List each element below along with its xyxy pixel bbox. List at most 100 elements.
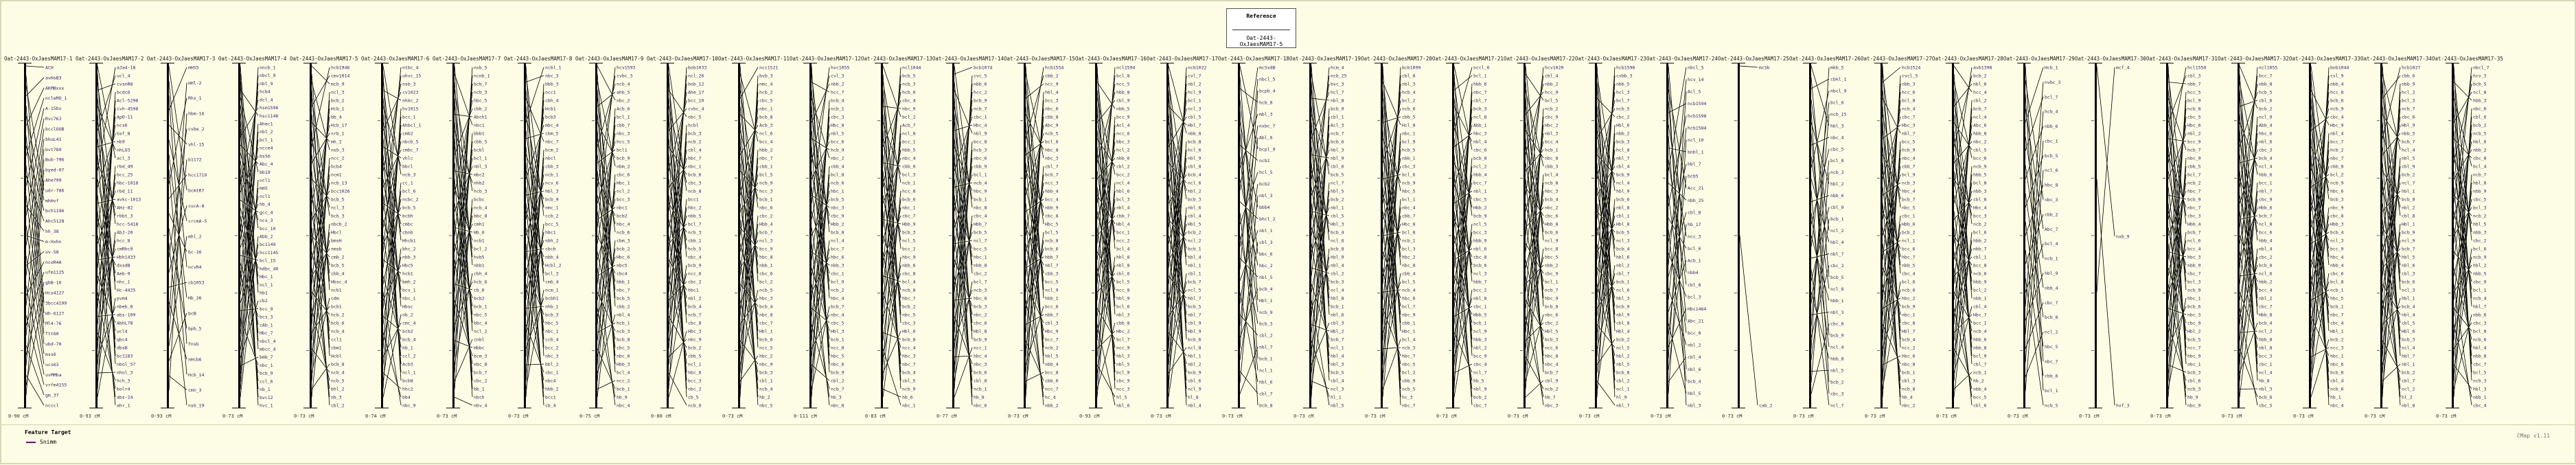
marker-label: mHl-2 xyxy=(188,80,202,86)
marker-label: bb19 xyxy=(260,170,271,175)
marker-label: bcl_9 xyxy=(2187,98,2201,104)
marker-label: hsc1148 xyxy=(260,113,278,119)
comparative-map-diagram: Oat-2443-OxJaesMAM17-10-90 cMACHavHsB3AK… xyxy=(1,1,2576,424)
marker-label: hcb_1 xyxy=(1545,148,1559,153)
marker-label: ncl_4 xyxy=(2259,164,2273,170)
marker-label: nbl_7 xyxy=(1259,345,1273,350)
marker-label: Hbb_9 xyxy=(902,222,916,227)
marker-label: nbl_3 xyxy=(1259,193,1273,199)
marker-label: nb_3 xyxy=(331,395,342,400)
marker-connector xyxy=(1026,76,1044,139)
marker-label: bcb_5 xyxy=(402,205,416,211)
marker-label: nbc_1 xyxy=(545,329,559,334)
marker-label: hbc_2 xyxy=(688,205,702,211)
marker-label: cvbc_4 xyxy=(688,106,704,112)
marker-label: hbb_5 xyxy=(902,148,916,153)
map-axis-bar xyxy=(1595,63,1597,408)
marker-label: avkc-1013 xyxy=(117,197,141,203)
marker-label: Hcb_1 xyxy=(331,106,345,112)
marker-label: hbl_9 xyxy=(2045,271,2058,276)
marker-label: ncb_4 xyxy=(1402,288,1416,293)
marker-label: hbl_5 xyxy=(1045,354,1059,359)
marker-label: Acl_3 xyxy=(1331,123,1344,128)
marker-connector xyxy=(1740,66,1758,67)
marker-label: nbb_3 xyxy=(2473,230,2487,236)
marker-label: Hbb_8 xyxy=(1545,222,1559,227)
marker-label: bcb_4 xyxy=(2259,321,2273,326)
marker-label: nbb_2 xyxy=(1545,263,1559,269)
marker-label: nhb2 xyxy=(474,181,485,186)
marker-label: bcb_5 xyxy=(1331,172,1344,178)
marker-label: cbc_3 xyxy=(2187,214,2201,219)
marker-label: bbl_2 xyxy=(545,362,559,367)
marker-label: cbc_6 xyxy=(759,271,773,277)
marker-label: bcb_2 xyxy=(1973,73,1987,79)
marker-label: bcb_8 xyxy=(1545,304,1559,310)
marker-connector xyxy=(1883,67,1900,82)
marker-label: ahr_1 xyxy=(117,403,130,409)
marker-label: hcb1598 xyxy=(1616,65,1635,71)
marker-label: bcmtR7 xyxy=(188,188,205,193)
map-title: Oat-2443-OxJaesMAM17-20 xyxy=(1361,56,1432,62)
marker-label: ncb_9 xyxy=(2473,255,2487,260)
marker-label: cvbb_3 xyxy=(1616,73,1633,79)
marker-label: bcb_4 xyxy=(688,304,702,310)
marker-label: bcb_3 xyxy=(902,230,916,236)
marker-label: ncb_9 xyxy=(759,181,773,186)
marker-label: ncl_7 xyxy=(974,238,987,244)
marker-label: cbb_4 xyxy=(831,164,844,170)
marker-label: nbc_3 xyxy=(974,362,987,367)
marker-label: AHz-82 xyxy=(117,205,133,211)
marker-label: bcb1074 xyxy=(974,65,992,71)
marker-label: Hbc_8 xyxy=(831,123,844,128)
marker-label: nbb_6 xyxy=(902,263,916,269)
marker-label: bcl_2 xyxy=(2330,172,2344,178)
marker-label: bhcl_2 xyxy=(1259,216,1276,222)
marker-connector xyxy=(2240,100,2257,106)
marker-label: Abch1 xyxy=(474,115,487,120)
reference-name: Oat-2443-OxJaesMAM17-5 xyxy=(1227,35,1296,47)
marker-label: hbl_7 xyxy=(1188,296,1201,302)
marker-label: bcl_2 xyxy=(1973,288,1987,293)
marker-label: hbl_5 xyxy=(1688,391,1701,396)
marker-label: bs56 xyxy=(260,153,271,159)
marker-label: hbb_2 xyxy=(759,148,773,153)
marker-label: Hcb_17 xyxy=(331,123,347,128)
marker-label: hbc_8 xyxy=(1045,148,1059,153)
marker-label: bcb_5 xyxy=(2473,82,2487,87)
marker-label: cbl_9 xyxy=(1188,321,1201,326)
marker-label: nbl_3 xyxy=(474,164,487,170)
marker-label: bcl_1 xyxy=(1545,280,1559,285)
marker-label: nbl_6 xyxy=(1688,367,1701,372)
marker-label: ncb_1 xyxy=(902,181,916,186)
marker-label: cbl_8 xyxy=(1616,321,1630,326)
marker-label: bcb_7 xyxy=(474,370,487,376)
marker-label: nccl_6 xyxy=(1473,65,1490,71)
marker-label: hcb_5 xyxy=(688,247,702,252)
marker-label: nbc_4 xyxy=(1545,362,1559,367)
marker-connector xyxy=(2025,332,2043,377)
marker-label: hb_4 xyxy=(1902,395,1913,400)
marker-connector xyxy=(883,389,901,397)
marker-label: bcb_9 xyxy=(2187,197,2201,203)
marker-connector xyxy=(2240,66,2257,109)
marker-label: Hbc_1 xyxy=(617,181,630,186)
marker-label: cvsnR8 xyxy=(117,82,133,87)
marker-label: fnsb xyxy=(188,341,199,347)
marker-label: ncb_8 xyxy=(902,288,916,293)
marker-label: bcm_3 xyxy=(474,354,487,359)
marker-label: bcl_5 xyxy=(1045,230,1059,236)
marker-label: ncb_3 xyxy=(2473,378,2487,384)
marker-label: nsb_19 xyxy=(188,403,205,409)
marker-label: hbc_1 xyxy=(2187,296,2201,302)
marker-label: bcb_4 xyxy=(831,98,844,104)
marker-label: bcc_4 xyxy=(1545,139,1559,145)
marker-label: bcc_6 xyxy=(831,139,844,145)
marker-label: bcl_2 xyxy=(474,247,487,252)
marker-label: cbc_2 xyxy=(2473,238,2487,244)
marker-label: ftt60 xyxy=(45,331,59,337)
marker-label: nhc_1 xyxy=(117,280,130,285)
marker-label: hcb1027 xyxy=(2402,65,2420,71)
marker-label: nbb_4 xyxy=(2330,263,2344,269)
marker-label: ApD-11 xyxy=(117,115,133,120)
